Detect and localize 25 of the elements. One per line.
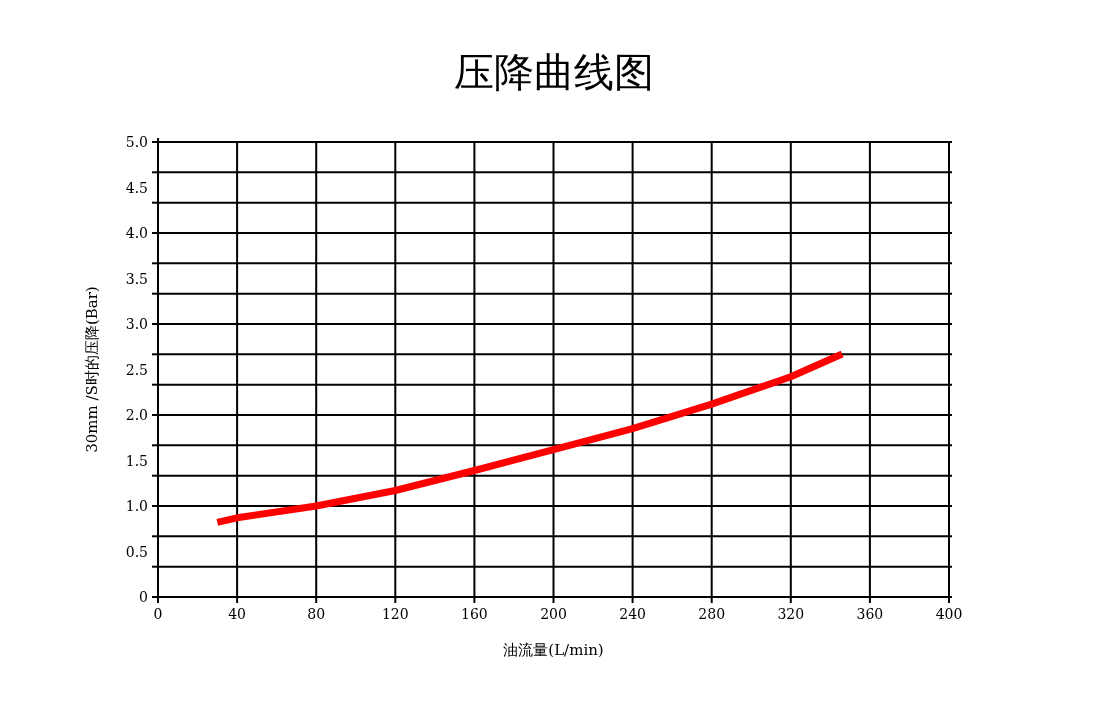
x-tick-label: 120 — [381, 606, 409, 622]
x-tick-label: 0 — [153, 606, 163, 622]
y-tick-label: 0.5 — [125, 543, 148, 560]
x-axis-title: 油流量(L/min) — [503, 641, 604, 659]
x-tick-label: 160 — [461, 606, 488, 622]
y-tick-label: 1.0 — [125, 498, 148, 514]
x-tick-label: 200 — [540, 606, 567, 622]
y-tick-label: 5.0 — [125, 134, 148, 150]
x-tick-label: 80 — [307, 606, 326, 622]
y-tick-label: 2.5 — [125, 361, 148, 378]
x-tick-label: 320 — [777, 606, 805, 622]
x-tick-label: 400 — [935, 606, 963, 622]
y-tick-label: 1.5 — [125, 452, 148, 469]
y-tick-label: 0 — [139, 589, 148, 605]
y-tick-label: 4.0 — [125, 225, 148, 241]
y-axis-title: 30mm /S时的压降(Bar) — [83, 286, 101, 453]
x-tick-label: 280 — [698, 606, 726, 622]
y-tick-label: 4.5 — [125, 179, 148, 196]
y-tick-label: 3.5 — [125, 270, 148, 287]
chart-title: 压降曲线图 — [453, 49, 654, 95]
x-tick-label: 360 — [856, 606, 884, 622]
y-tick-label: 2.0 — [125, 407, 148, 423]
x-tick-label: 240 — [619, 606, 646, 622]
y-tick-label: 3.0 — [125, 316, 148, 332]
x-tick-label: 40 — [228, 606, 247, 622]
